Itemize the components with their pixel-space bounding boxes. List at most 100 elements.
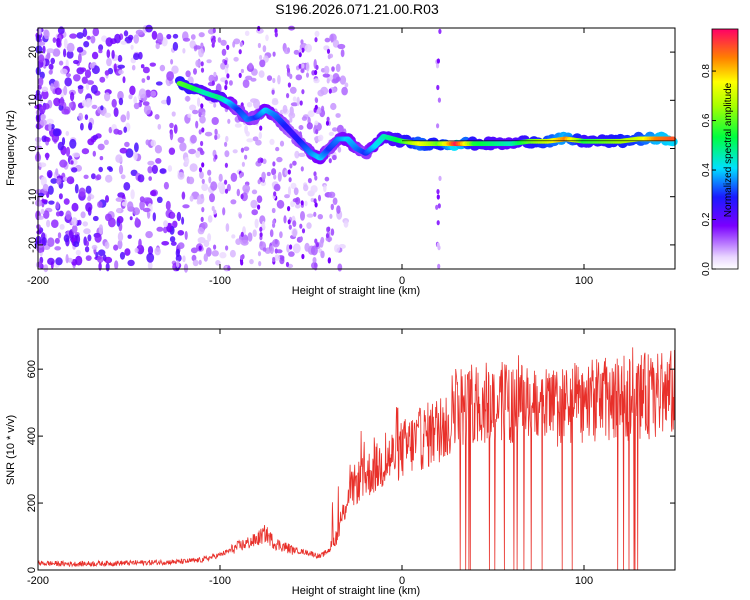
spectrogram-blob xyxy=(282,104,288,114)
spectrogram-blob xyxy=(183,263,189,273)
spectrogram-blob xyxy=(139,196,145,203)
spectrogram-blob xyxy=(46,48,55,54)
spectrogram-column-blob xyxy=(213,71,217,77)
spectrogram-blob xyxy=(246,102,253,108)
spectrogram-blob xyxy=(317,214,323,220)
spectrogram-blob xyxy=(127,259,135,267)
spectrogram-blob xyxy=(51,219,59,228)
spectrogram-blob xyxy=(228,80,233,86)
spectrogram-blob xyxy=(90,84,98,94)
spectrogram-blob xyxy=(78,187,86,197)
spectrogram-blob xyxy=(274,254,281,261)
spectrogram-column-blob xyxy=(287,219,291,225)
spectrogram-blob xyxy=(312,257,317,264)
spectrogram-blob xyxy=(70,91,75,102)
spectrogram-blob xyxy=(47,257,55,265)
spectrogram-column-blob xyxy=(298,52,302,58)
spectrogram-blob xyxy=(147,166,153,174)
spectrogram-blob xyxy=(86,35,91,40)
spectrogram-column-blob xyxy=(259,54,263,61)
snr-y-ticks: 0 200 400 600 xyxy=(26,360,675,573)
spectrogram-blob xyxy=(92,134,99,141)
spectrogram-blob xyxy=(231,234,236,239)
spectrogram-blob xyxy=(300,211,305,221)
spectrogram-column-blob xyxy=(259,125,263,131)
spectrogram-blob xyxy=(105,262,110,272)
spectrogram-blob xyxy=(40,199,48,204)
spectrogram-blob xyxy=(211,250,219,257)
spectrogram-blob xyxy=(54,237,60,244)
spectrogram-blob xyxy=(118,164,124,175)
spectrogram-blob xyxy=(259,59,266,68)
spectrogram-blob xyxy=(91,104,98,109)
spectrogram-blob xyxy=(82,221,88,227)
spectrogram-column-blob xyxy=(286,67,291,73)
spectrogram-blob xyxy=(283,47,291,55)
x-tick-label: -100 xyxy=(209,275,231,287)
spectrogram-column-blob xyxy=(225,245,229,251)
spectrogram-blob xyxy=(75,249,81,256)
spectrogram-column-blob xyxy=(200,61,204,67)
spectrogram-blob xyxy=(117,90,124,101)
spectrogram-blob xyxy=(208,176,212,184)
spectrogram-column-blob xyxy=(198,167,203,173)
spectrogram-blob xyxy=(87,138,95,146)
spectrogram-column-blob xyxy=(226,73,230,79)
spectrogram-blob xyxy=(286,244,290,253)
spectrogram-blob xyxy=(124,141,130,148)
spectrogram-column-blob xyxy=(271,89,275,95)
spectrogram-blob xyxy=(304,43,312,53)
spectrogram-column-blob xyxy=(436,242,440,248)
spectrogram-blob xyxy=(57,232,62,239)
spectrogram-blob xyxy=(220,62,226,70)
spectrogram-blob xyxy=(252,229,257,237)
spectrogram-column-blob xyxy=(289,163,293,169)
spectrogram-column-blob xyxy=(314,238,318,244)
spectrogram-blob xyxy=(196,199,201,205)
spectrogram-column-blob xyxy=(239,41,243,47)
spectrogram-blob xyxy=(159,168,167,174)
spectrogram-blob xyxy=(63,38,68,49)
spectrogram-column-blob xyxy=(201,127,205,133)
spectrogram-blob xyxy=(324,37,331,43)
spectrogram-blob xyxy=(330,102,337,111)
spectrogram-column-blob xyxy=(273,191,277,197)
spectrogram-blob xyxy=(150,190,157,197)
spectrogram-blob xyxy=(232,149,238,154)
spectrogram-column-blob xyxy=(273,174,277,180)
spectrogram-blob xyxy=(123,182,131,191)
spectrogram-column-blob xyxy=(287,169,291,175)
spectrogram-column-blob xyxy=(314,175,318,181)
spectrogram-blob xyxy=(189,104,197,111)
spectrogram-blob xyxy=(53,97,61,107)
spectrogram-blob xyxy=(154,144,162,154)
spectrogram-blob xyxy=(88,122,93,131)
spectrogram-blob xyxy=(234,123,242,128)
spectrogram-blob xyxy=(117,239,123,250)
spectrogram-column-blob xyxy=(436,84,440,91)
spectrogram-column-blob xyxy=(287,206,291,212)
spectrogram-blob xyxy=(199,115,206,124)
spectrogram-column-blob xyxy=(313,211,317,217)
spectrogram-blob xyxy=(314,120,319,126)
spectrogram-blob xyxy=(330,228,335,236)
spectrogram-column-blob xyxy=(226,44,230,51)
spectrogram-blob xyxy=(53,81,59,88)
y-tick-label: -20 xyxy=(27,237,39,253)
spectrogram-blob xyxy=(182,37,191,42)
spectrogram-blob xyxy=(99,76,106,83)
spectrogram-column-blob xyxy=(436,194,440,200)
snr-panel: -200 -100 0 100 0 200 400 600 Height of straig… xyxy=(5,328,676,597)
spectrogram-blob xyxy=(331,78,339,84)
spectrogram-blob xyxy=(193,45,202,50)
spectrogram-blob xyxy=(70,160,74,165)
spectrogram-blob xyxy=(306,122,313,130)
spectrogram-blob xyxy=(50,178,58,184)
spectrogram-column-blob xyxy=(314,202,318,208)
spectrogram-blob xyxy=(56,177,62,185)
spectrogram-blob xyxy=(251,209,258,216)
spectrogram-blob xyxy=(137,174,145,183)
spectrogram-column-blob xyxy=(198,259,202,265)
spectrogram-blob xyxy=(166,95,171,106)
